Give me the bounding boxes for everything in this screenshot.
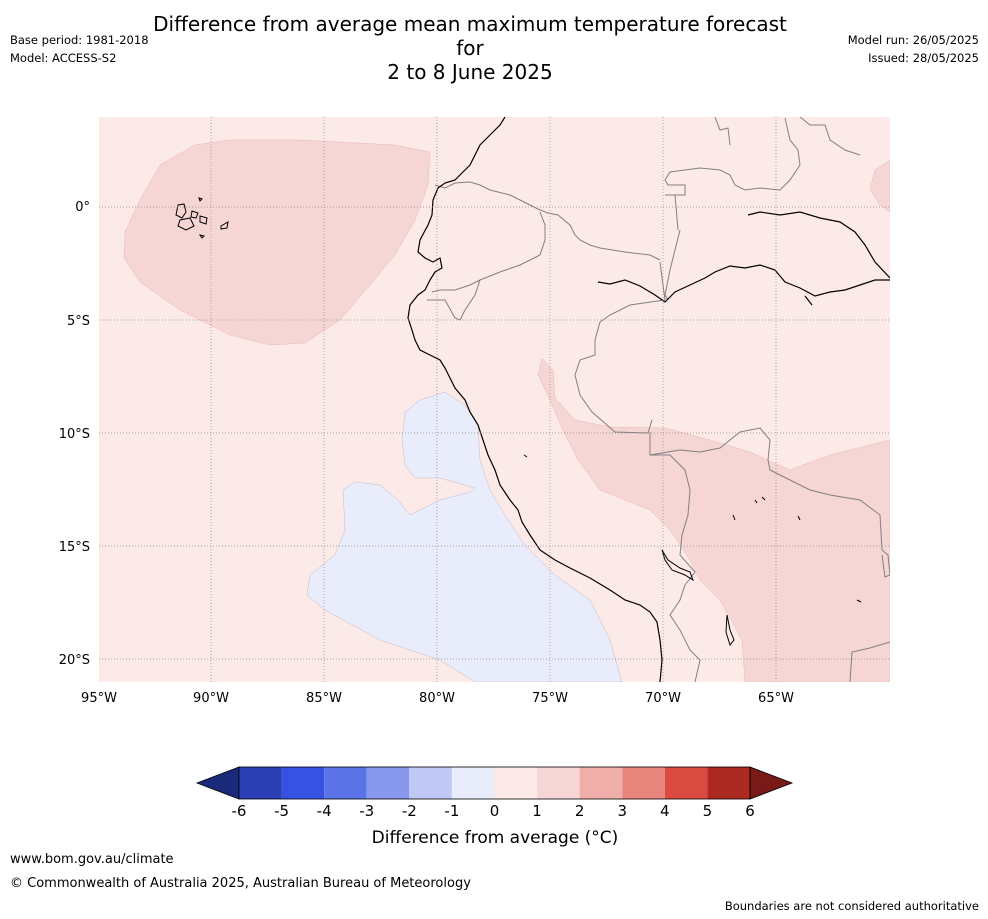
lon-label: 95°W — [81, 691, 117, 706]
colorbar-tick-label: 0 — [490, 802, 500, 820]
colorbar-label: Difference from average (°C) — [371, 828, 619, 848]
lon-label: 70°W — [645, 691, 681, 706]
colorbar-segment — [366, 767, 410, 799]
longitude-labels: 95°W 90°W 85°W 80°W 75°W 70°W 65°W — [81, 691, 794, 706]
colorbar-tick-label: 3 — [617, 802, 627, 820]
colorbar-segment — [324, 767, 367, 799]
colorbar-segment — [707, 767, 750, 799]
colorbar-segment — [664, 767, 708, 799]
base-period: Base period: 1981-2018 — [10, 33, 149, 47]
lat-label: 15°S — [59, 540, 90, 555]
boundaries-footnote: Boundaries are not considered authoritat… — [724, 899, 979, 913]
model-run: Model run: 26/05/2025 — [847, 33, 979, 47]
model-name: Model: ACCESS-S2 — [10, 51, 117, 65]
latitude-labels: 0° 5°S 10°S 15°S 20°S — [59, 200, 90, 668]
title-line-1: Difference from average mean maximum tem… — [153, 12, 787, 60]
country-boundaries — [427, 117, 890, 682]
lon-label: 90°W — [193, 691, 229, 706]
colorbar-tick-label: -5 — [274, 802, 289, 820]
lake-islands — [523, 454, 862, 647]
lon-label: 85°W — [306, 691, 342, 706]
title-line-2: 2 to 8 June 2025 — [387, 60, 553, 84]
galapagos-islands — [175, 197, 229, 239]
colorbar-segment — [451, 767, 495, 799]
colorbar-tick-label: -3 — [359, 802, 374, 820]
anomaly-region-warm-ne — [869, 159, 890, 213]
lat-label: 5°S — [67, 314, 90, 329]
colorbar-segment — [281, 767, 325, 799]
lat-label: 0° — [75, 200, 90, 215]
footer-url: www.bom.gov.au/climate — [10, 852, 174, 867]
colorbar-tick-label: -1 — [444, 802, 459, 820]
colorbar-tick-label: 6 — [745, 802, 755, 820]
lat-label: 10°S — [59, 427, 90, 442]
colorbar-segment — [409, 767, 452, 799]
colorbar-tick-label: -6 — [232, 802, 247, 820]
meta-left: Base period: 1981-2018 Model: ACCESS-S2 — [10, 31, 149, 67]
footer-copyright: © Commonwealth of Australia 2025, Austra… — [10, 876, 471, 891]
colorbar-tick-label: 4 — [660, 802, 670, 820]
colorbar — [195, 766, 794, 800]
colorbar-segment — [622, 767, 665, 799]
colorbar-tick-label: -2 — [402, 802, 417, 820]
colorbar-segment — [494, 767, 538, 799]
colorbar-border — [238, 766, 751, 800]
lon-label: 65°W — [758, 691, 794, 706]
anomaly-region-warm-galapagos — [123, 139, 431, 346]
meta-right: Model run: 26/05/2025 Issued: 28/05/2025 — [848, 31, 979, 67]
colorbar-tick-label: 1 — [532, 802, 542, 820]
lon-label: 80°W — [419, 691, 455, 706]
colorbar-tick-label: 2 — [575, 802, 585, 820]
chart-title: Difference from average mean maximum tem… — [140, 12, 800, 84]
issued-date: Issued: 28/05/2025 — [868, 51, 979, 65]
anomaly-region-cool — [306, 391, 623, 682]
colorbar-tick-label: 5 — [703, 802, 713, 820]
lon-label: 75°W — [532, 691, 568, 706]
graticule — [99, 117, 890, 682]
colorbar-extend-low — [195, 766, 240, 800]
colorbar-segment — [537, 767, 580, 799]
colorbar-extend-high — [749, 766, 794, 800]
lat-label: 20°S — [59, 653, 90, 668]
colorbar-ticks: -6 -5 -4 -3 -2 -1 0 1 2 3 4 5 6 — [232, 802, 755, 820]
colorbar-segment — [579, 767, 623, 799]
colorbar-segment — [239, 767, 282, 799]
colorbar-tick-label: -4 — [317, 802, 332, 820]
